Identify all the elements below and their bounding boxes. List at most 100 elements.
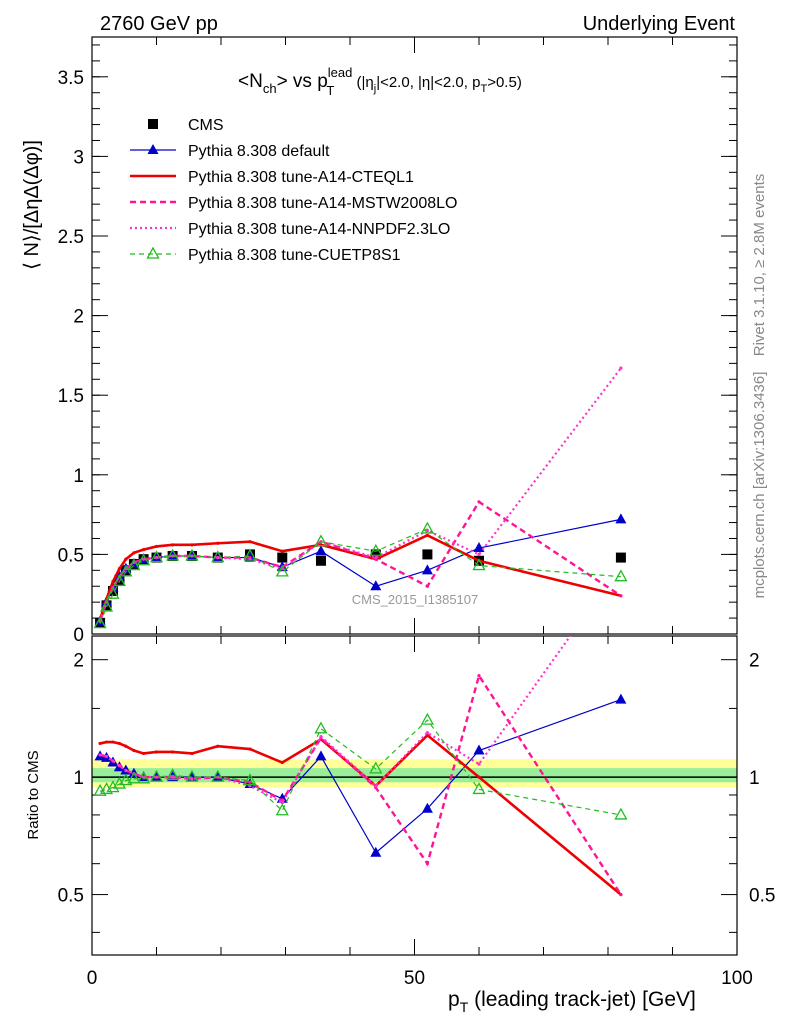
title-cuts-sub: j bbox=[373, 83, 376, 95]
ratio-point bbox=[119, 773, 133, 786]
data-point bbox=[171, 543, 175, 547]
header-left: 2760 GeV pp bbox=[100, 13, 218, 35]
data-point bbox=[615, 513, 627, 524]
x-label-sub: T bbox=[460, 999, 469, 1015]
ratio-point bbox=[280, 801, 284, 805]
ratio-inner-band bbox=[92, 768, 737, 783]
ratio-point bbox=[614, 807, 628, 820]
ratio-point bbox=[425, 862, 429, 866]
y-tick-label: 1 bbox=[73, 466, 84, 487]
data-point bbox=[149, 550, 164, 563]
data-point bbox=[473, 542, 485, 553]
title-vs-sup: lead bbox=[328, 65, 353, 80]
ratio-panel: 0.5 0.5 1 1 2 2 0 50 100 bbox=[58, 635, 775, 989]
y-tick-label: 2 bbox=[73, 307, 84, 328]
x-tick-label: 0 bbox=[87, 968, 98, 989]
x-label-p: p bbox=[448, 988, 460, 1011]
legend-label: Pythia 8.308 tune-A14-MSTW2008LO bbox=[188, 195, 457, 212]
y-axis-label: ⟨ N⟩/[ΔηΔ(Δφ)] bbox=[21, 140, 43, 270]
ratio-point bbox=[132, 748, 136, 753]
data-point bbox=[425, 584, 429, 588]
series-line bbox=[99, 367, 622, 622]
ratio-point bbox=[473, 744, 485, 755]
series-line bbox=[99, 528, 621, 624]
data-point bbox=[132, 551, 136, 555]
data-point bbox=[93, 616, 107, 629]
title-cuts-sub2: T bbox=[480, 83, 487, 95]
ratio-point bbox=[477, 775, 481, 779]
ratio-point bbox=[315, 750, 327, 761]
ratio-series-group bbox=[93, 636, 628, 897]
legend-label: Pythia 8.308 tune-CUETP8S1 bbox=[188, 247, 401, 264]
ratio-line bbox=[99, 733, 622, 896]
ratio-point bbox=[112, 776, 127, 789]
x-tick-label: 50 bbox=[404, 968, 425, 989]
ratio-point bbox=[104, 754, 109, 759]
ratio-point bbox=[137, 771, 151, 784]
ratio-point bbox=[124, 744, 128, 748]
data-point bbox=[314, 534, 328, 547]
title-vs: > vs p bbox=[277, 71, 328, 92]
data-point bbox=[112, 574, 127, 587]
data-point bbox=[421, 564, 433, 575]
ratio-point bbox=[472, 782, 486, 795]
legend-label: Pythia 8.308 tune-A14-CTEQL1 bbox=[188, 169, 414, 186]
ratio-point bbox=[314, 721, 328, 734]
data-point bbox=[425, 533, 429, 537]
data-point bbox=[119, 564, 133, 577]
y-tick-label: 2.5 bbox=[58, 227, 84, 248]
ratio-point bbox=[319, 735, 323, 739]
ratio-line bbox=[99, 719, 622, 816]
data-point bbox=[422, 549, 433, 560]
ratio-point bbox=[171, 775, 175, 779]
ratio-point bbox=[420, 712, 434, 725]
data-point bbox=[477, 500, 481, 504]
legend-label: Pythia 8.308 tune-A14-NNPDF2.3LO bbox=[188, 221, 450, 238]
ratio-point bbox=[190, 751, 194, 756]
series-line bbox=[98, 533, 622, 621]
title-cuts-3: >0.5) bbox=[487, 74, 522, 91]
ratio-point bbox=[111, 759, 115, 763]
ratio-point bbox=[370, 846, 382, 857]
y-tick-label: 1.5 bbox=[58, 386, 84, 407]
data-point bbox=[369, 543, 383, 556]
data-point bbox=[142, 557, 146, 561]
ratio-point bbox=[98, 753, 102, 757]
title-main-sub: ch bbox=[263, 81, 277, 96]
data-point bbox=[472, 558, 486, 571]
ratio-point bbox=[216, 744, 220, 748]
y-tick-label: 3 bbox=[73, 147, 84, 168]
data-point bbox=[106, 586, 120, 599]
ratio-tick-label: 2 bbox=[73, 651, 84, 672]
data-point bbox=[185, 548, 199, 561]
ratio-point bbox=[369, 761, 383, 774]
ratio-point bbox=[280, 760, 284, 765]
data-point bbox=[154, 544, 159, 549]
data-point bbox=[124, 557, 128, 561]
title-vs-sub: T bbox=[326, 83, 334, 98]
title-cuts-2: |<2.0, |η|<2.0, p bbox=[376, 74, 480, 91]
ratio-point bbox=[111, 740, 115, 744]
ratio-point bbox=[171, 750, 175, 754]
x-tick-label: 100 bbox=[721, 968, 753, 989]
data-point bbox=[275, 564, 289, 577]
ratio-point bbox=[421, 802, 433, 813]
ratio-point bbox=[127, 771, 141, 784]
ratio-point bbox=[149, 769, 164, 782]
chart-title: <Nch> vs plead T (|ηj|<2.0, |η|<2.0, pT>0… bbox=[238, 65, 522, 98]
data-point bbox=[111, 579, 115, 584]
data-point bbox=[615, 552, 626, 563]
analysis-watermark: CMS_2015_I1385107 bbox=[352, 592, 479, 607]
data-point bbox=[211, 550, 225, 563]
ratio-point bbox=[374, 784, 378, 788]
ratio-tick-label-right: 0.5 bbox=[749, 886, 775, 907]
legend: CMS Pythia 8.308 default Pythia 8.308 tune… bbox=[130, 117, 457, 264]
data-point bbox=[614, 569, 628, 582]
main-series-group bbox=[93, 366, 628, 629]
data-point bbox=[216, 541, 220, 545]
ratio-point bbox=[211, 769, 225, 782]
ratio-point bbox=[154, 775, 159, 779]
legend-marker bbox=[146, 246, 160, 259]
